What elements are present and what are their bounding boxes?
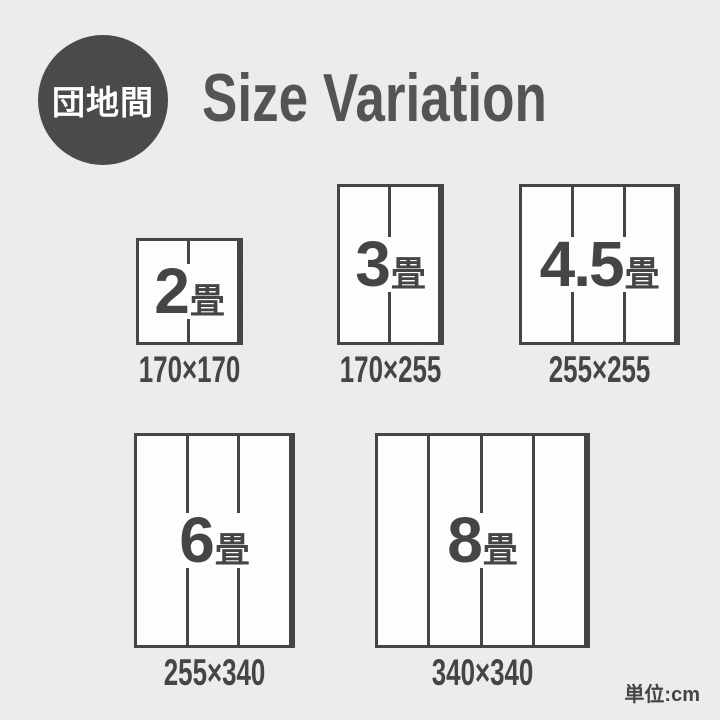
size-label-band: 6畳 [174, 508, 255, 572]
tatami-unit: 畳 [624, 254, 660, 294]
dimension-label: 170×170 [138, 349, 241, 390]
size-row-top: 2畳 170×170 3畳 170×255 4.5畳 255×255 [117, 184, 681, 390]
size-label: 8畳 [378, 436, 587, 645]
tatami-unit: 畳 [482, 530, 518, 570]
page-title: Size Variation [202, 60, 547, 136]
size-cell-3jo: 3畳 170×255 [318, 184, 463, 388]
size-cell-2jo: 2畳 170×170 [117, 238, 262, 388]
size-number: 4.5 [539, 227, 625, 300]
size-cell-8jo: 8畳 340×340 [375, 433, 590, 691]
dimension-label: 255×255 [548, 349, 651, 390]
dimension-label: 255×340 [163, 652, 266, 693]
dimension-label: 170×255 [339, 349, 442, 390]
unit-note: 単位:cm [624, 684, 700, 706]
size-label: 2畳 [139, 241, 240, 342]
size-number: 6 [179, 503, 215, 576]
size-label-band: 3畳 [350, 232, 431, 296]
size-label-band: 4.5畳 [534, 232, 665, 296]
tatami-box: 8畳 [375, 433, 590, 648]
size-row-bottom: 6畳 255×340 8畳 340×340 [134, 433, 590, 691]
tatami-unit: 畳 [390, 254, 426, 294]
size-label: 4.5畳 [522, 187, 677, 342]
tatami-box: 4.5畳 [519, 184, 681, 345]
size-number: 8 [447, 503, 483, 576]
size-number: 3 [355, 227, 391, 300]
dimension-label: 340×340 [431, 652, 534, 693]
size-number: 2 [154, 254, 190, 327]
tatami-unit: 畳 [214, 530, 250, 570]
size-label-band: 8畳 [442, 508, 523, 572]
size-cell-6jo: 6畳 255×340 [134, 433, 295, 691]
size-label-band: 2畳 [149, 259, 230, 323]
size-label: 3畳 [340, 187, 441, 342]
size-label: 6畳 [137, 436, 292, 645]
tatami-standard-badge: 団地間 [38, 35, 168, 165]
badge-label: 団地間 [52, 84, 154, 121]
tatami-box: 2畳 [136, 238, 244, 345]
tatami-box: 6畳 [134, 433, 295, 648]
tatami-box: 3畳 [337, 184, 445, 345]
tatami-unit: 畳 [189, 281, 225, 321]
size-cell-45jo: 4.5畳 255×255 [519, 184, 681, 390]
